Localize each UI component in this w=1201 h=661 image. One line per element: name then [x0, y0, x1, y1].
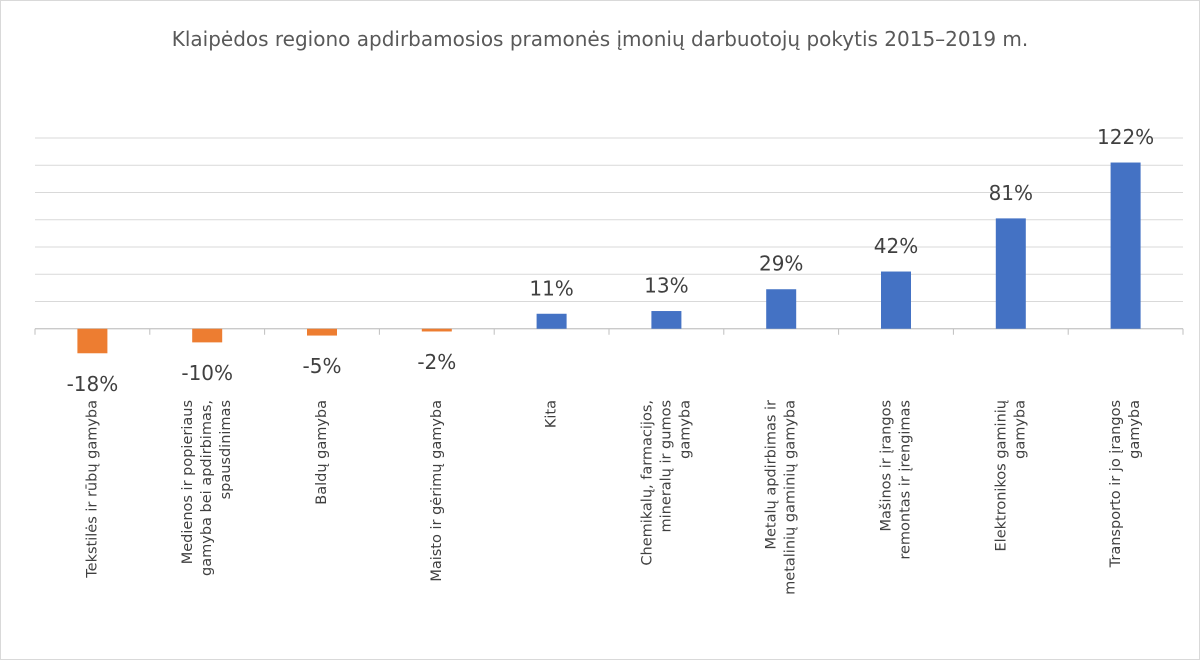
x-tick-label: Transporto ir jo įrangos [1108, 400, 1124, 568]
x-tick-label: gamyba bei apdirbimas, [199, 400, 215, 576]
x-tick-label: gamyba [677, 400, 693, 459]
x-tick-label: remontas ir įrengimas [898, 400, 914, 560]
value-label: -5% [303, 354, 342, 378]
bar [995, 218, 1026, 329]
x-tick-label: Chemikalų, farmacijos, [639, 400, 655, 566]
bar [1110, 162, 1141, 329]
value-label: -10% [181, 361, 233, 385]
x-tick-label: Elektronikos gaminių [993, 400, 1009, 552]
x-tick-label: Medienos ir popieriaus [180, 400, 196, 564]
bar [192, 328, 223, 343]
value-label: -2% [417, 350, 456, 374]
x-tick-label: Metalų apdirbimas ir [764, 400, 780, 550]
x-tick-label: Maisto ir gėrimų gamyba [429, 400, 445, 582]
value-label: 11% [529, 276, 573, 300]
bar [651, 311, 682, 329]
value-label: 29% [759, 252, 803, 276]
bar [77, 328, 108, 354]
value-label: 42% [874, 234, 918, 258]
x-tick-label: spausdinimas [218, 400, 234, 499]
x-tick-label: gamyba [1127, 400, 1143, 459]
x-tick-label: Mašinos ir įrangos [879, 400, 895, 532]
chart-title: Klaipėdos regiono apdirbamosios pramonės… [171, 27, 1029, 51]
bar [766, 289, 797, 329]
bar [307, 328, 337, 336]
x-tick-label: gamyba [1012, 400, 1028, 459]
bar [536, 313, 567, 329]
x-tick-label: mineralų ir gumos [658, 400, 674, 532]
x-tick-label: Tekstilės ir rūbų gamyba [84, 400, 100, 579]
value-label: 13% [644, 274, 688, 298]
x-tick-label: Baldų gamyba [314, 400, 330, 505]
value-label: 122% [1097, 125, 1154, 149]
bar [421, 328, 452, 332]
x-tick-label: Kita [544, 400, 560, 428]
bar [881, 271, 911, 329]
x-tick-label: metalinių gaminių gamyba [783, 400, 799, 595]
value-label: 81% [989, 181, 1033, 205]
value-label: -18% [67, 372, 119, 396]
